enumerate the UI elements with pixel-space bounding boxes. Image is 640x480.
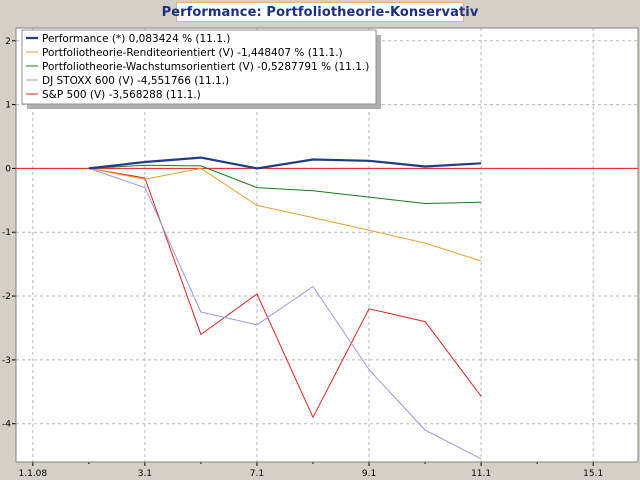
series-line-2 bbox=[88, 167, 482, 262]
y-tick-label: 1 bbox=[5, 101, 11, 111]
y-tick-label: -1 bbox=[2, 228, 11, 238]
legend-entry: Portfoliotheorie-Wachstumsorientiert (V)… bbox=[42, 61, 369, 73]
legend-entry: Performance (*) 0,083424 % (11.1.) bbox=[42, 33, 230, 45]
legend: Performance (*) 0,083424 % (11.1.) Portfo… bbox=[21, 29, 381, 109]
y-tick-label: 0 bbox=[5, 164, 11, 174]
legend-entry: DJ STOXX 600 (V) -4,551766 (11.1.) bbox=[42, 75, 229, 87]
x-tick-label: 9.1 bbox=[362, 469, 376, 479]
x-tick-label: 15.1 bbox=[583, 469, 603, 479]
series-line-3 bbox=[88, 164, 482, 204]
series-line-1 bbox=[88, 156, 482, 170]
series-line-5 bbox=[88, 167, 482, 418]
axes: 2 1 0 -1 -2 -3 -4 1.1.08 3.1 7.1 9.1 11.1 15.1 bbox=[2, 27, 639, 479]
x-tick-label: 7.1 bbox=[250, 469, 264, 479]
y-tick-label: -2 bbox=[2, 292, 11, 302]
x-tick-label: 11.1 bbox=[471, 469, 491, 479]
legend-entry: Portfoliotheorie-Renditeorientiert (V) -… bbox=[42, 47, 343, 59]
series-group bbox=[88, 156, 482, 460]
plot-frame bbox=[15, 27, 639, 463]
chart-title-box: Performance: Portfoliotheorie-Konservati… bbox=[162, 2, 478, 22]
chart-title: Performance: Portfoliotheorie-Konservati… bbox=[161, 4, 479, 20]
y-tick-label: -3 bbox=[2, 356, 11, 366]
x-tick-label: 3.1 bbox=[138, 469, 152, 479]
legend-box bbox=[21, 29, 377, 105]
series-line-4 bbox=[88, 167, 482, 460]
x-tick-label: 1.1.08 bbox=[18, 469, 47, 479]
y-tick-label: 2 bbox=[5, 37, 11, 47]
legend-entry: S&P 500 (V) -3,568288 (11.1.) bbox=[42, 89, 201, 101]
y-tick-label: -4 bbox=[2, 420, 11, 430]
